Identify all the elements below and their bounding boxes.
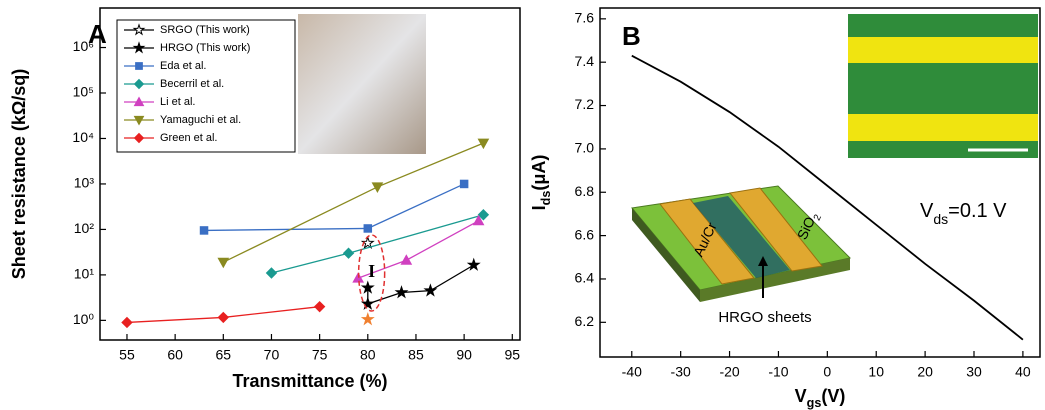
marker [364, 225, 372, 233]
y-tick-label: 10² [74, 220, 95, 236]
device-label: HRGO sheets [718, 309, 811, 326]
x-axis-label-part: (V) [821, 386, 845, 406]
marker [372, 183, 382, 192]
x-tick-label: 75 [312, 347, 328, 363]
legend-label: Eda et al. [160, 60, 206, 72]
y-tick-label: 10³ [74, 175, 95, 191]
x-tick-label: -30 [671, 364, 691, 380]
x-tick-label: 70 [264, 347, 280, 363]
y-axis-label-part: ds [539, 191, 553, 206]
y-tick-label: 10¹ [74, 266, 95, 282]
marker [266, 268, 276, 278]
y-tick-label: 6.2 [575, 313, 595, 329]
photo-inset [298, 14, 426, 154]
y-tick-label: 7.4 [575, 53, 595, 69]
marker [460, 180, 468, 188]
annotation-part: V [920, 200, 934, 222]
y-tick-label: 7.2 [575, 96, 595, 112]
legend-label: Green et al. [160, 132, 217, 144]
y-tick-label: 6.8 [575, 183, 595, 199]
y-tick-label: 10⁰ [73, 311, 95, 327]
x-tick-label: -20 [719, 364, 739, 380]
marker [396, 287, 407, 297]
x-tick-label: 10 [868, 364, 884, 380]
marker [425, 285, 436, 295]
x-tick-label: 55 [119, 347, 135, 363]
annotation-part: =0.1 V [948, 200, 1007, 222]
y-tick-label: 6.6 [575, 226, 595, 242]
data-line [358, 221, 478, 278]
y-axis-label: Ids(μA) [529, 155, 554, 211]
y-axis-label: Sheet resistance (kΩ/sq) [9, 69, 29, 280]
electrode-stripe [848, 37, 1038, 63]
legend-label: Becerril et al. [160, 78, 224, 90]
x-tick-label: -40 [622, 364, 642, 380]
x-tick-label: 85 [408, 347, 424, 363]
y-tick-label: 6.4 [575, 270, 595, 286]
legend-label: Li et al. [160, 96, 195, 108]
electrode-stripe [848, 114, 1038, 141]
x-tick-label: 40 [1015, 364, 1031, 380]
y-axis-label-part: (μA) [529, 155, 549, 191]
x-tick-label: 65 [216, 347, 232, 363]
annotation-part: ds [933, 211, 948, 227]
x-tick-label: 0 [823, 364, 831, 380]
x-axis-label-part: gs [807, 396, 822, 410]
y-tick-label: 10⁵ [73, 84, 94, 100]
figure: A B 55606570758085909510⁰10¹10²10³10⁴10⁵… [0, 0, 1045, 410]
marker [401, 255, 411, 264]
marker [315, 302, 325, 312]
marker [478, 139, 488, 148]
x-tick-label: 90 [456, 347, 472, 363]
x-tick-label: 30 [966, 364, 982, 380]
data-line [223, 143, 483, 262]
marker [362, 298, 373, 308]
x-tick-label: 80 [360, 347, 376, 363]
device-schematic [632, 186, 850, 302]
marker [136, 63, 143, 70]
y-tick-label: 7.0 [575, 140, 595, 156]
legend-label: SRGO (This work) [160, 24, 250, 36]
marker [122, 317, 132, 327]
x-tick-label: 20 [917, 364, 933, 380]
legend-label: HRGO (This work) [160, 42, 250, 54]
marker [344, 248, 354, 258]
marker [218, 258, 228, 267]
data-line [204, 184, 464, 230]
x-axis-label: Transmittance (%) [232, 371, 387, 391]
marker [218, 312, 228, 322]
legend-label: Yamaguchi et al. [160, 114, 241, 126]
marker [362, 314, 373, 324]
legend: SRGO (This work) HRGO (This work) Eda et a… [117, 20, 295, 152]
x-tick-label: -10 [768, 364, 788, 380]
y-tick-label: 7.6 [575, 10, 595, 26]
y-tick-label: 10⁶ [73, 38, 94, 54]
y-tick-label: 10⁴ [72, 129, 94, 145]
annotation: Vds=0.1 V [920, 200, 1007, 226]
marker [200, 227, 208, 235]
marker [468, 259, 479, 269]
x-axis-label-part: V [795, 386, 807, 406]
x-tick-label: 60 [167, 347, 183, 363]
x-tick-label: 95 [505, 347, 521, 363]
annotation: I [368, 261, 375, 281]
panel-label: B [622, 21, 641, 51]
x-axis-label: Vgs(V) [795, 386, 846, 410]
